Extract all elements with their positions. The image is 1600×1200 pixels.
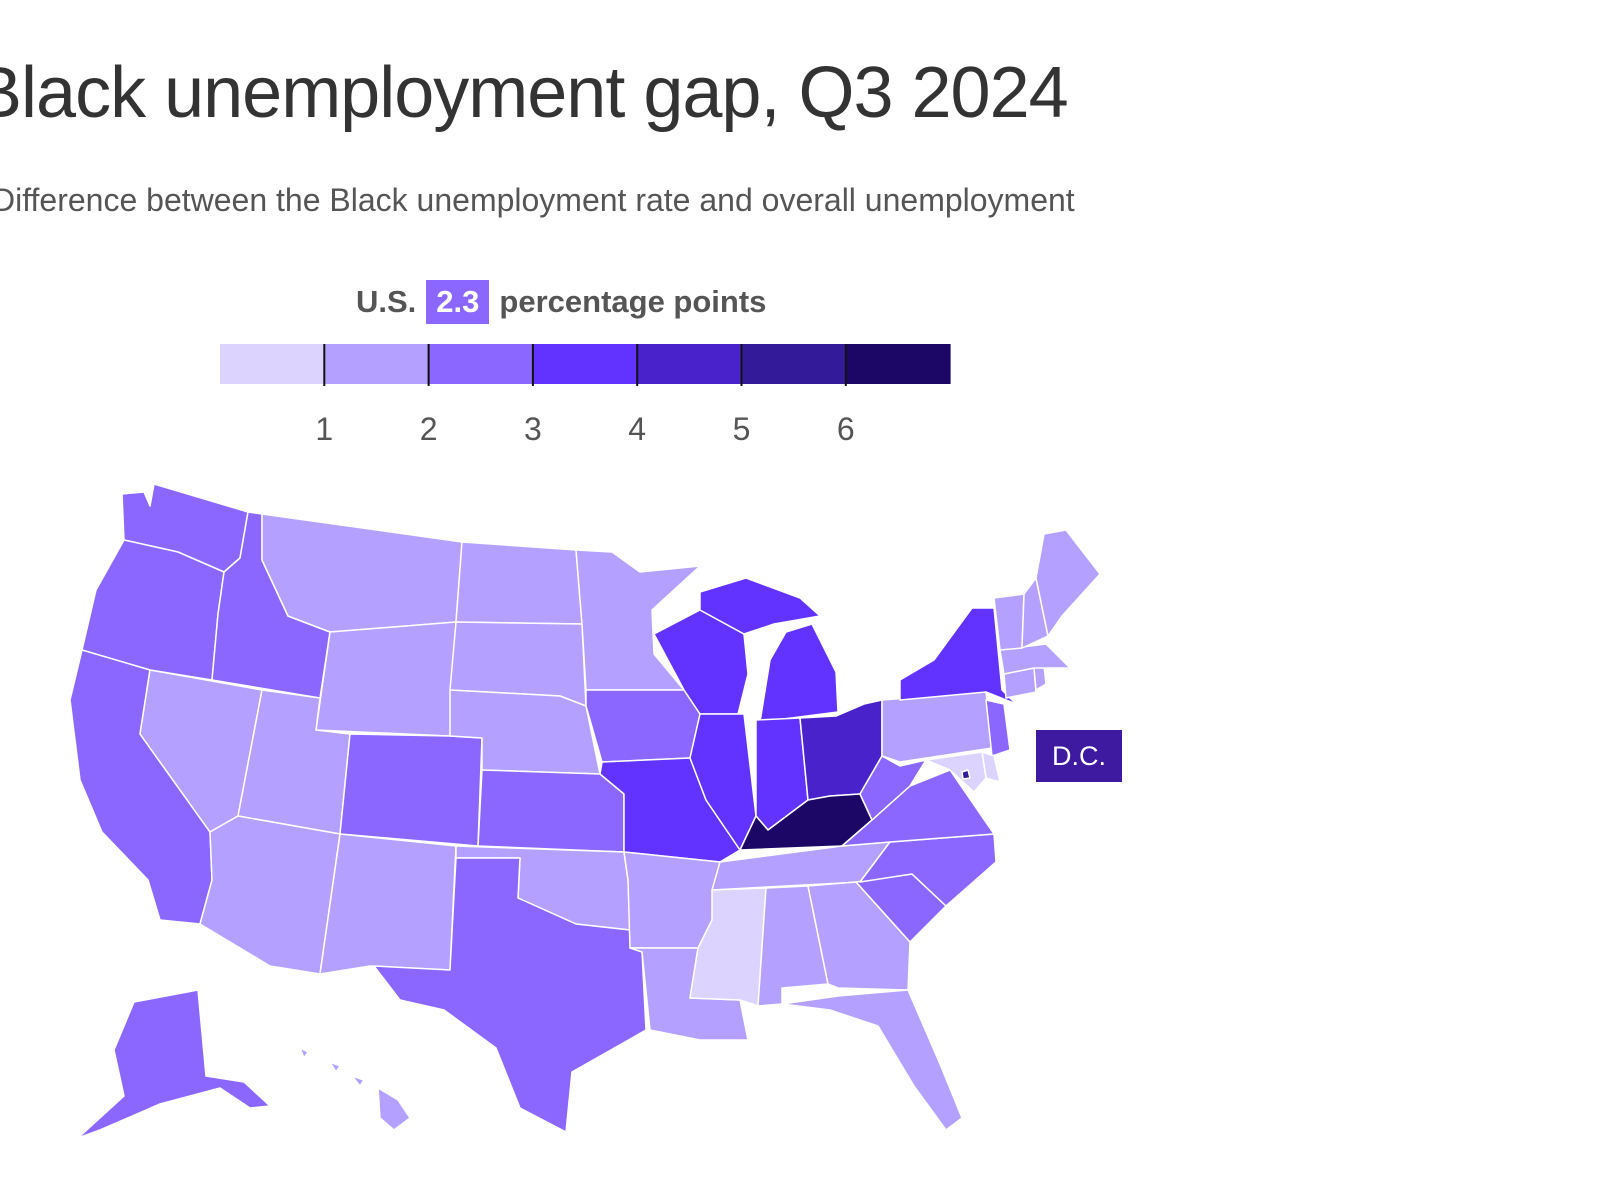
chart-title: Black unemployment gap, Q3 2024 bbox=[0, 53, 1069, 133]
state-north-dakota bbox=[455, 541, 583, 625]
legend-tick-label: 2 bbox=[420, 411, 438, 447]
state-wyoming bbox=[315, 621, 457, 737]
legend-tick-label: 4 bbox=[628, 411, 646, 447]
state-pennsylvania bbox=[881, 691, 993, 763]
us-choropleth-map bbox=[69, 483, 1100, 1139]
state-district-of-columbia bbox=[961, 769, 971, 780]
state-vermont bbox=[993, 593, 1025, 651]
state-hawaii bbox=[299, 1047, 411, 1131]
state-colorado bbox=[339, 733, 483, 847]
state-florida bbox=[781, 989, 963, 1131]
state-alaska bbox=[77, 989, 271, 1139]
state-new-jersey bbox=[985, 699, 1011, 757]
state-arizona bbox=[199, 815, 341, 975]
legend-swatch-5 bbox=[741, 344, 847, 384]
state-michigan bbox=[699, 577, 839, 723]
state-montana bbox=[261, 513, 463, 633]
legend-tick-label: 3 bbox=[524, 411, 542, 447]
legend-tick-label: 1 bbox=[315, 411, 333, 447]
state-maryland bbox=[925, 751, 987, 793]
legend-swatch-6 bbox=[845, 344, 951, 384]
us-value-legend-header: U.S. 2.3 percentage points bbox=[356, 280, 766, 324]
legend-tick-label: 5 bbox=[733, 411, 751, 447]
dc-callout: D.C. bbox=[1036, 730, 1122, 782]
legend-swatch-1 bbox=[324, 344, 430, 384]
us-label: U.S. bbox=[356, 284, 417, 319]
legend-swatch-2 bbox=[428, 344, 534, 384]
legend-tick-label: 6 bbox=[837, 411, 855, 447]
state-maine bbox=[1035, 529, 1100, 637]
legend-swatch-0 bbox=[220, 344, 325, 384]
color-scale-legend: 1 2 3 4 5 6 bbox=[220, 344, 951, 447]
chart-subtitle: Difference between the Black unemploymen… bbox=[0, 182, 1075, 218]
legend-swatch-4 bbox=[637, 344, 742, 384]
legend-unit: percentage points bbox=[499, 284, 767, 319]
state-new-mexico bbox=[319, 833, 457, 975]
state-texas bbox=[373, 857, 647, 1133]
state-new-york bbox=[899, 607, 1017, 705]
us-value-badge: 2.3 bbox=[426, 280, 490, 324]
state-minnesota bbox=[575, 549, 701, 691]
state-rhode-island bbox=[1033, 665, 1047, 691]
state-iowa bbox=[585, 689, 701, 763]
state-kansas bbox=[477, 769, 625, 853]
legend-swatch-3 bbox=[532, 344, 638, 384]
state-massachusetts bbox=[999, 643, 1071, 675]
